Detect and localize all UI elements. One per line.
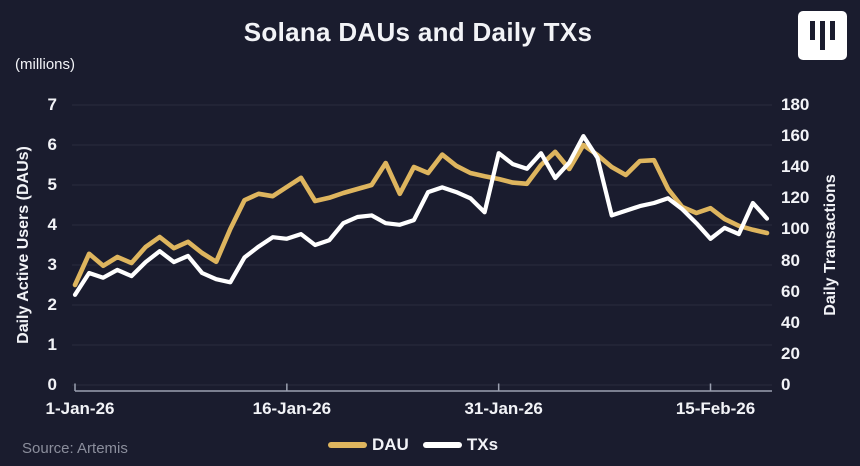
x-tick-label: 15-Feb-26 xyxy=(675,399,756,418)
txs-line xyxy=(72,134,770,297)
y-right-tick-label: 80 xyxy=(781,250,800,270)
brand-logo-icon xyxy=(798,11,847,60)
logo-bar-left xyxy=(810,21,815,40)
y-left-tick-label: 4 xyxy=(47,215,57,234)
y-left-tick-label: 1 xyxy=(47,335,57,354)
dau-line xyxy=(72,142,770,288)
x-tick-label: 31-Jan-26 xyxy=(464,399,543,418)
y-left-tick-label: 3 xyxy=(47,255,57,274)
y-right-tick-label: 60 xyxy=(781,281,800,301)
y-left-tick-label: 6 xyxy=(47,135,57,154)
y-left-tick-label: 5 xyxy=(47,175,57,194)
x-tick-label: 16-Jan-26 xyxy=(252,399,332,418)
logo-bar-middle xyxy=(820,21,825,50)
chart-title: Solana DAUs and Daily TXs xyxy=(243,17,593,47)
legend-label-dau: DAU xyxy=(372,435,409,454)
legend-label-txs: TXs xyxy=(466,435,499,454)
y-left-tick-label: 0 xyxy=(47,375,57,394)
y-right-tick-label: 0 xyxy=(781,375,791,394)
x-tick-label: 1-Jan-26 xyxy=(45,399,115,418)
source-attribution: Source: Artemis xyxy=(22,440,128,457)
legend-swatch-txs-icon xyxy=(422,442,462,448)
y-right-tick-label: 100 xyxy=(781,219,810,239)
legend-item-txs: TXs xyxy=(422,435,499,455)
legend-swatch-dau-icon xyxy=(328,442,367,448)
y-left-tick-label: 7 xyxy=(47,95,57,114)
y-right-tick-label: 20 xyxy=(781,343,800,363)
y-right-tick-label: 180 xyxy=(781,95,810,114)
y-right-tick-label: 120 xyxy=(781,188,810,208)
y-right-tick-label: 40 xyxy=(781,312,800,332)
legend-item-dau: DAU xyxy=(328,435,409,455)
y-left-units-label: (millions) xyxy=(15,56,75,73)
y-right-tick-label: 160 xyxy=(781,126,810,146)
logo-bar-right xyxy=(830,21,835,40)
y-left-tick-label: 2 xyxy=(47,295,57,314)
y-right-tick-label: 140 xyxy=(781,157,810,177)
legend: DAU TXs xyxy=(328,435,498,455)
y-right-axis-title: Daily Transactions xyxy=(822,174,839,316)
